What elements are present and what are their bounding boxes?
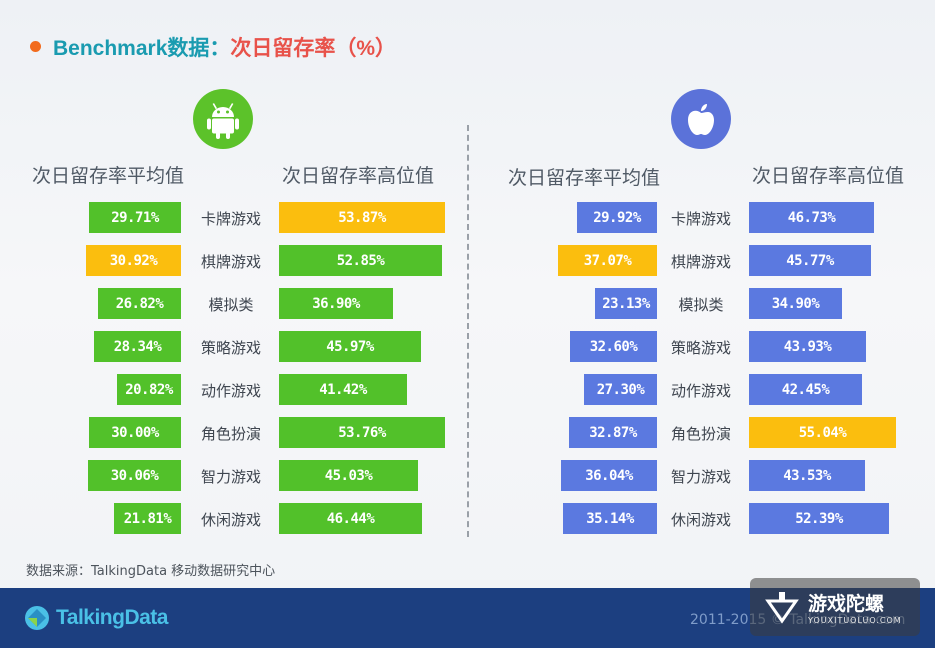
watermark-title: 游戏陀螺 [808,593,885,615]
android-avg-bar: 30.92% [86,245,181,276]
ios-high-bar: 45.77% [749,245,871,276]
ios-category-label: 智力游戏 [670,468,731,486]
android-category-label: 策略游戏 [200,339,261,357]
data-source: 数据来源：TalkingData 移动数据研究中心 [26,564,276,579]
android-category-label: 棋牌游戏 [200,253,261,271]
page-title: Benchmark数据：次日留存率（%） [30,32,396,62]
ios-category-label: 动作游戏 [670,382,731,400]
android-avg-header: 次日留存率平均值 [32,165,185,187]
ios-category-label: 模拟类 [678,296,724,314]
ios-avg-bar: 29.92% [577,202,657,233]
android-icon [193,89,253,149]
ios-avg-bar: 36.04% [561,460,657,491]
talkingdata-logo: TalkingData [24,602,168,634]
android-avg-bar: 21.81% [114,503,181,534]
android-high-bar: 36.90% [279,288,393,319]
ios-avg-bar: 35.14% [563,503,657,534]
platform-divider [467,125,469,537]
ios-category-label: 休闲游戏 [670,511,731,529]
ios-avg-bar: 23.13% [595,288,657,319]
android-high-bar: 41.42% [279,374,407,405]
ios-category-label: 策略游戏 [670,339,731,357]
android-high-bar: 45.97% [279,331,421,362]
android-avg-bar: 30.06% [88,460,181,491]
android-avg-bar: 30.00% [89,417,181,448]
android-category-label: 休闲游戏 [200,511,261,529]
watermark-subtitle: YOUXITUOLUO.COM [808,616,902,625]
android-avg-bar: 26.82% [98,288,181,319]
ios-category-label: 角色扮演 [670,425,731,443]
ios-avg-bar: 37.07% [558,245,657,276]
android-high-bar: 53.76% [279,417,445,448]
ios-avg-bar: 32.87% [569,417,657,448]
title-metric: 次日留存率（%） [230,37,397,60]
android-high-bar: 46.44% [279,503,422,534]
logo-text: TalkingData [56,606,168,629]
title-prefix: Benchmark数据： [53,37,231,60]
ios-high-bar: 43.53% [749,460,865,491]
ios-high-bar: 34.90% [749,288,842,319]
ios-avg-bar: 27.30% [584,374,657,405]
ios-avg-bar: 32.60% [570,331,657,362]
android-high-bar: 45.03% [279,460,418,491]
android-category-label: 动作游戏 [200,382,261,400]
apple-icon [671,89,731,149]
android-avg-bar: 29.71% [89,202,181,233]
android-category-label: 智力游戏 [200,468,261,486]
ios-high-bar: 55.04% [749,417,896,448]
ios-category-label: 棋牌游戏 [670,253,731,271]
ios-high-bar: 42.45% [749,374,862,405]
watermark: 游戏陀螺 YOUXITUOLUO.COM [750,578,920,636]
android-high-bar: 53.87% [279,202,445,233]
bullet-dot [30,41,41,52]
android-category-label: 卡牌游戏 [200,210,261,228]
ios-category-label: 卡牌游戏 [670,210,731,228]
ios-high-bar: 46.73% [749,202,874,233]
ios-high-bar: 43.93% [749,331,866,362]
ios-high-header: 次日留存率高位值 [752,165,905,187]
top-icon [765,592,799,624]
ios-avg-header: 次日留存率平均值 [508,167,661,189]
ios-high-bar: 52.39% [749,503,889,534]
android-category-label: 角色扮演 [200,425,261,443]
logo-icon [25,606,49,630]
android-category-label: 模拟类 [208,296,254,314]
android-avg-bar: 20.82% [117,374,181,405]
android-avg-bar: 28.34% [94,331,181,362]
android-high-header: 次日留存率高位值 [282,165,435,187]
android-high-bar: 52.85% [279,245,442,276]
